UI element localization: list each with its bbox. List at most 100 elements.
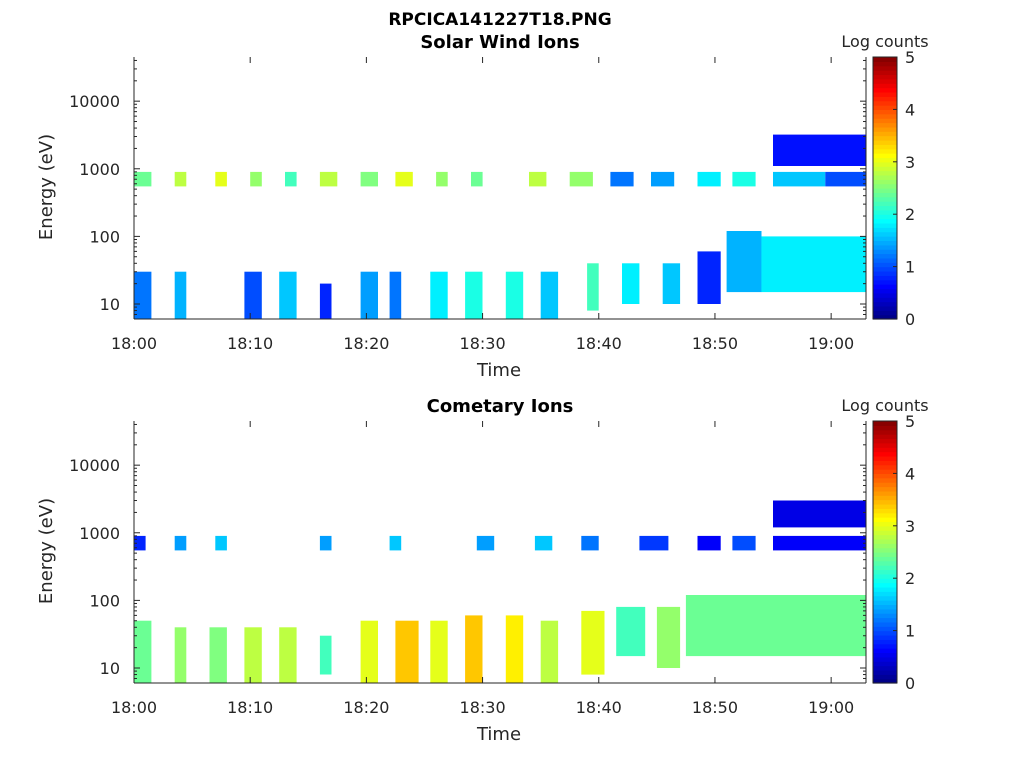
colorbar-swatch [873, 639, 897, 645]
colorbar-tick-label: 1 [905, 622, 915, 641]
colorbar-swatch [873, 227, 897, 233]
colorbar-swatch [873, 70, 897, 76]
heatmap-band [174, 535, 187, 551]
y-tick-label: 1000 [79, 524, 120, 543]
colorbar-swatch [873, 674, 897, 680]
colorbar-swatch [873, 460, 897, 466]
colorbar-swatch [873, 421, 897, 426]
colorbar-swatch [873, 669, 897, 675]
colorbar-swatch [873, 495, 897, 501]
plot-axes: 18:00 18:10 18:20 18:30 18:40 18:50 19:00 10 100… [69, 57, 867, 353]
colorbar-swatch [873, 451, 897, 457]
heatmap-band [134, 620, 152, 683]
colorbar-swatch [873, 192, 897, 198]
colorbar-swatch [873, 678, 897, 684]
colorbar-swatch [873, 556, 897, 562]
colorbar-swatch [873, 174, 897, 180]
colorbar-swatch [873, 196, 897, 202]
colorbar-swatch [873, 144, 897, 150]
colorbar-tick-label: 1 [905, 258, 915, 277]
colorbar-swatch [873, 244, 897, 250]
heatmap-band [209, 627, 227, 683]
colorbar-swatch [873, 455, 897, 461]
heatmap-band [215, 171, 227, 187]
colorbar-swatch [873, 665, 897, 671]
colorbar-swatch [873, 438, 897, 444]
colorbar: 0 1 2 3 4 5 [872, 412, 915, 693]
x-tick-label: 18:50 [692, 698, 738, 717]
heatmap-band [389, 535, 402, 551]
colorbar-swatch [873, 578, 897, 584]
colorbar-swatch [873, 105, 897, 110]
heatmap-band [773, 134, 866, 166]
colorbar-swatch [873, 57, 897, 62]
colorbar-swatch [873, 275, 897, 281]
colorbar-frame [872, 56, 898, 320]
colorbar-swatch [873, 600, 897, 605]
y-tick-label: 10 [100, 295, 120, 314]
x-tick-label: 18:10 [227, 698, 273, 717]
colorbar-swatch [873, 113, 897, 119]
y-axis-label: Energy (eV) [36, 498, 57, 604]
colorbar-swatch [873, 253, 897, 259]
panel-title: Cometary Ions [427, 396, 574, 417]
heatmap-bands [134, 134, 866, 319]
x-tick-label: 18:00 [111, 334, 157, 353]
colorbar-swatch [873, 604, 897, 610]
colorbar-swatch [873, 183, 897, 189]
panel-title: Solar Wind Ions [420, 32, 579, 53]
colorbar-swatch [873, 100, 897, 106]
colorbar-swatch [873, 442, 897, 448]
heatmap-band [726, 231, 762, 293]
heatmap-band [651, 171, 675, 187]
heatmap-band [616, 606, 646, 657]
heatmap-band [244, 271, 262, 319]
heatmap-band [279, 271, 297, 319]
heatmap-band [319, 635, 332, 675]
colorbar-swatch [873, 499, 897, 505]
heatmap-band [430, 271, 448, 319]
x-axis-label: Time [476, 360, 521, 381]
colorbar-swatch [873, 231, 897, 237]
y-tick-label: 1000 [79, 160, 120, 179]
heatmap-band [430, 620, 448, 683]
heatmap-band [773, 535, 866, 551]
y-tick-label: 10 [100, 659, 120, 678]
heatmap-band [134, 171, 152, 187]
colorbar-swatch [873, 301, 897, 307]
heatmap-band [285, 171, 297, 187]
colorbar-swatch [873, 490, 897, 496]
x-tick-label: 18:30 [460, 698, 506, 717]
heatmap-band [732, 535, 756, 551]
colorbar-swatch [873, 310, 897, 316]
heatmap-band [773, 500, 866, 528]
heatmap-band [610, 171, 634, 187]
heatmap-band [761, 236, 866, 293]
colorbar-swatch [873, 139, 897, 145]
colorbar-swatch [873, 464, 897, 470]
heatmap-band [529, 171, 547, 187]
heatmap-band [697, 535, 721, 551]
colorbar-swatch [873, 166, 897, 172]
heatmap-band [279, 627, 297, 683]
colorbar-swatch [873, 569, 897, 575]
heatmap-band [319, 171, 338, 187]
colorbar-tick-label: 2 [905, 569, 915, 588]
colorbar-swatch [873, 552, 897, 557]
x-tick-label: 18:30 [460, 334, 506, 353]
colorbar-tick-label: 4 [905, 464, 915, 483]
colorbar-swatch [873, 591, 897, 597]
figure-title: RPCICA141227T18.PNG [388, 10, 611, 30]
plot-axes: 18:00 18:10 18:20 18:30 18:40 18:50 19:00 10 100… [69, 421, 867, 717]
colorbar-swatch [873, 477, 897, 483]
colorbar-tick-label: 3 [905, 517, 915, 536]
colorbar-tick-label: 0 [905, 674, 915, 693]
heatmap-band [505, 615, 524, 683]
colorbar-swatch [873, 270, 897, 276]
colorbar-swatch [873, 560, 897, 566]
colorbar-swatch [873, 656, 897, 662]
colorbar-swatch [873, 284, 897, 290]
heatmap-band [134, 271, 152, 319]
heatmap-band [639, 535, 669, 551]
